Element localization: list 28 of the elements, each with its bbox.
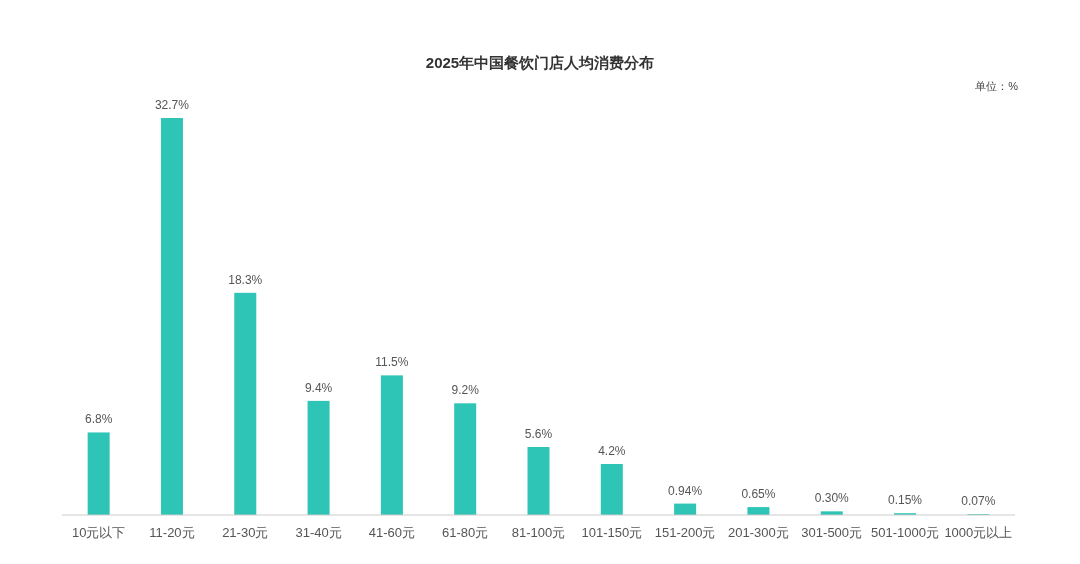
- data-label: 11.5%: [375, 355, 409, 370]
- data-label: 9.4%: [304, 380, 333, 395]
- x-tick-label: 501-1000元: [871, 525, 940, 540]
- data-label: 0.15%: [888, 493, 923, 508]
- data-label: 6.8%: [84, 412, 113, 427]
- data-label: 0.65%: [741, 487, 776, 502]
- x-tick-label: 81-100元: [511, 525, 566, 540]
- x-tick-label: 1000元以上: [944, 525, 1013, 540]
- text: 单位：%: [975, 80, 1019, 92]
- x-tick-label: 301-500元: [801, 525, 863, 540]
- x-tick-label: 61-80元: [442, 525, 489, 540]
- x-tick-label: 21-30元: [222, 525, 269, 540]
- data-label: 5.6%: [524, 427, 553, 442]
- x-tick-label: 11-20元: [149, 525, 195, 540]
- x-tick-label: 31-40元: [295, 525, 342, 540]
- data-label: 32.7%: [154, 98, 190, 112]
- x-tick-label: 10元以下: [71, 525, 126, 540]
- data-label: 4.2%: [598, 444, 626, 459]
- chart-title: 2025年中国餐饮门店人均消费分布: [425, 54, 655, 71]
- x-tick-label: 151-200元: [654, 525, 716, 540]
- data-label: 0.30%: [814, 491, 850, 506]
- data-label: 0.94%: [668, 483, 703, 498]
- x-tick-label: 101-150元: [581, 525, 643, 540]
- x-tick-label: 201-300元: [728, 525, 789, 540]
- data-label: 9.2%: [451, 383, 480, 398]
- data-label: 18.3%: [228, 272, 263, 287]
- x-tick-label: 41-60元: [368, 525, 416, 540]
- data-label: 0.07%: [961, 494, 996, 509]
